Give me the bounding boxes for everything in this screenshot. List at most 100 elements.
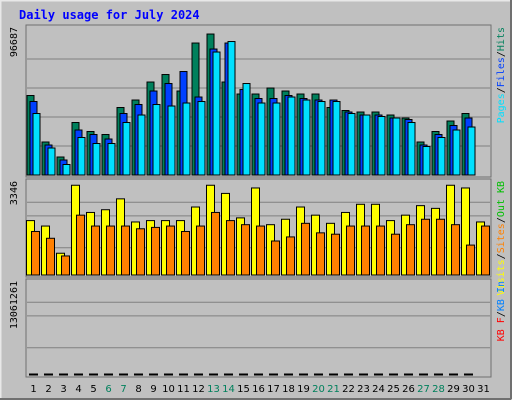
bar-pages-day-1 bbox=[32, 113, 41, 176]
panel-legend: KB F/KB In bbox=[496, 281, 507, 341]
bar-kb-f-day-29 bbox=[449, 373, 458, 376]
bar-visits-day-30 bbox=[461, 187, 470, 276]
x-tick-label: 23 bbox=[357, 384, 370, 395]
bar-kb-f-day-25 bbox=[389, 373, 398, 376]
bar-sites-day-22 bbox=[346, 225, 355, 276]
bar-sites-day-25 bbox=[391, 233, 400, 276]
bar-sites-day-19 bbox=[301, 222, 310, 276]
legend-separator: / bbox=[496, 51, 507, 57]
x-tick-label: 22 bbox=[342, 384, 355, 395]
bar-pages-day-22 bbox=[347, 113, 356, 176]
bar-pages-day-10 bbox=[167, 105, 176, 176]
legend-item: Files bbox=[496, 57, 507, 87]
x-tick-label: 10 bbox=[162, 384, 175, 395]
bar-sites-day-21 bbox=[331, 233, 340, 276]
x-tick-label: 6 bbox=[105, 384, 111, 395]
x-tick-label: 20 bbox=[312, 384, 325, 395]
panel-frame bbox=[25, 278, 492, 378]
bar-sites-day-30 bbox=[466, 244, 475, 276]
bar-sites-day-29 bbox=[451, 224, 460, 276]
bar-pages-day-11 bbox=[182, 102, 191, 176]
bar-pages-day-24 bbox=[377, 116, 386, 176]
bar-pages-day-12 bbox=[197, 101, 206, 176]
bar-kb-f-day-18 bbox=[284, 373, 293, 376]
legend-separator: / bbox=[496, 87, 507, 93]
panel-legend: Visits/Sites/Out KB bbox=[496, 181, 507, 295]
x-tick-label: 4 bbox=[75, 384, 81, 395]
bar-pages-day-15 bbox=[242, 83, 251, 176]
bar-kb-f-day-6 bbox=[104, 373, 113, 376]
bar-kb-f-day-5 bbox=[89, 373, 98, 376]
bar-sites-day-2 bbox=[46, 237, 55, 276]
bar-pages-day-25 bbox=[392, 117, 401, 176]
x-tick-label: 17 bbox=[267, 384, 280, 395]
bar-sites-day-10 bbox=[166, 225, 175, 276]
bar-kb-f-day-14 bbox=[224, 373, 233, 376]
bar-sites-day-16 bbox=[256, 225, 265, 276]
x-tick-label: 24 bbox=[372, 384, 385, 395]
legend-item: F bbox=[496, 317, 507, 323]
bar-kb-f-day-10 bbox=[164, 373, 173, 376]
bar-kb-f-day-16 bbox=[254, 373, 263, 376]
bar-pages-day-20 bbox=[317, 101, 326, 176]
bar-sites-day-31 bbox=[481, 225, 490, 276]
bar-sites-day-27 bbox=[421, 218, 430, 276]
bar-kb-f-day-23 bbox=[359, 373, 368, 376]
bar-sites-day-9 bbox=[151, 226, 160, 276]
panel-max-label: 96687 bbox=[9, 27, 20, 57]
bar-kb-f-day-30 bbox=[464, 373, 473, 376]
bar-kb-f-day-24 bbox=[374, 373, 383, 376]
x-tick-label: 13 bbox=[207, 384, 220, 395]
bar-sites-day-8 bbox=[136, 228, 145, 276]
bar-pages-day-4 bbox=[77, 137, 86, 176]
panel-frame bbox=[25, 24, 492, 178]
x-tick-label: 16 bbox=[252, 384, 265, 395]
x-tick-label: 31 bbox=[477, 384, 490, 395]
bar-kb-f-day-12 bbox=[194, 373, 203, 376]
panel-legend: Pages/Files/Hits bbox=[496, 27, 507, 123]
bar-sites-day-24 bbox=[376, 225, 385, 276]
bar-kb-f-day-1 bbox=[29, 373, 38, 376]
bar-kb-f-day-27 bbox=[419, 373, 428, 376]
x-tick-label: 21 bbox=[327, 384, 340, 395]
bar-pages-day-29 bbox=[452, 129, 461, 176]
x-tick-label: 11 bbox=[177, 384, 190, 395]
legend-item: KB bbox=[496, 299, 507, 311]
bar-sites-day-13 bbox=[211, 211, 220, 276]
bar-kb-f-day-7 bbox=[119, 373, 128, 376]
series-sites bbox=[31, 211, 490, 276]
bar-kb-f-day-11 bbox=[179, 373, 188, 376]
bar-kb-f-day-19 bbox=[299, 373, 308, 376]
bar-sites-day-18 bbox=[286, 236, 295, 276]
series-pages bbox=[32, 41, 476, 176]
x-tick-label: 30 bbox=[462, 384, 475, 395]
bar-pages-day-14 bbox=[227, 41, 236, 176]
bar-sites-day-5 bbox=[91, 225, 100, 276]
bar-pages-day-9 bbox=[152, 104, 161, 176]
legend-item: Hits bbox=[496, 27, 507, 51]
bar-sites-day-15 bbox=[241, 224, 250, 276]
bar-pages-day-3 bbox=[62, 164, 71, 176]
bar-sites-day-11 bbox=[181, 230, 190, 276]
legend-item: Pages bbox=[496, 93, 507, 123]
x-tick-label: 9 bbox=[150, 384, 156, 395]
legend-item: Out bbox=[496, 199, 507, 217]
x-tick-label: 7 bbox=[120, 384, 126, 395]
bar-pages-day-21 bbox=[332, 101, 341, 176]
bar-sites-day-7 bbox=[121, 225, 130, 276]
bar-kb-f-day-2 bbox=[44, 373, 53, 376]
legend-item: Sites bbox=[496, 223, 507, 253]
bar-kb-f-day-3 bbox=[59, 373, 68, 376]
legend-separator: / bbox=[496, 253, 507, 259]
chart-title: Daily usage for July 2024 bbox=[19, 8, 200, 22]
bar-kb-f-day-8 bbox=[134, 373, 143, 376]
bar-sites-day-20 bbox=[316, 232, 325, 276]
bar-kb-f-day-4 bbox=[74, 373, 83, 376]
legend-item: KB bbox=[496, 181, 507, 193]
bar-pages-day-2 bbox=[47, 147, 56, 176]
bar-pages-day-18 bbox=[287, 96, 296, 176]
bar-kb-f-day-20 bbox=[314, 373, 323, 376]
x-tick-label: 3 bbox=[60, 384, 66, 395]
